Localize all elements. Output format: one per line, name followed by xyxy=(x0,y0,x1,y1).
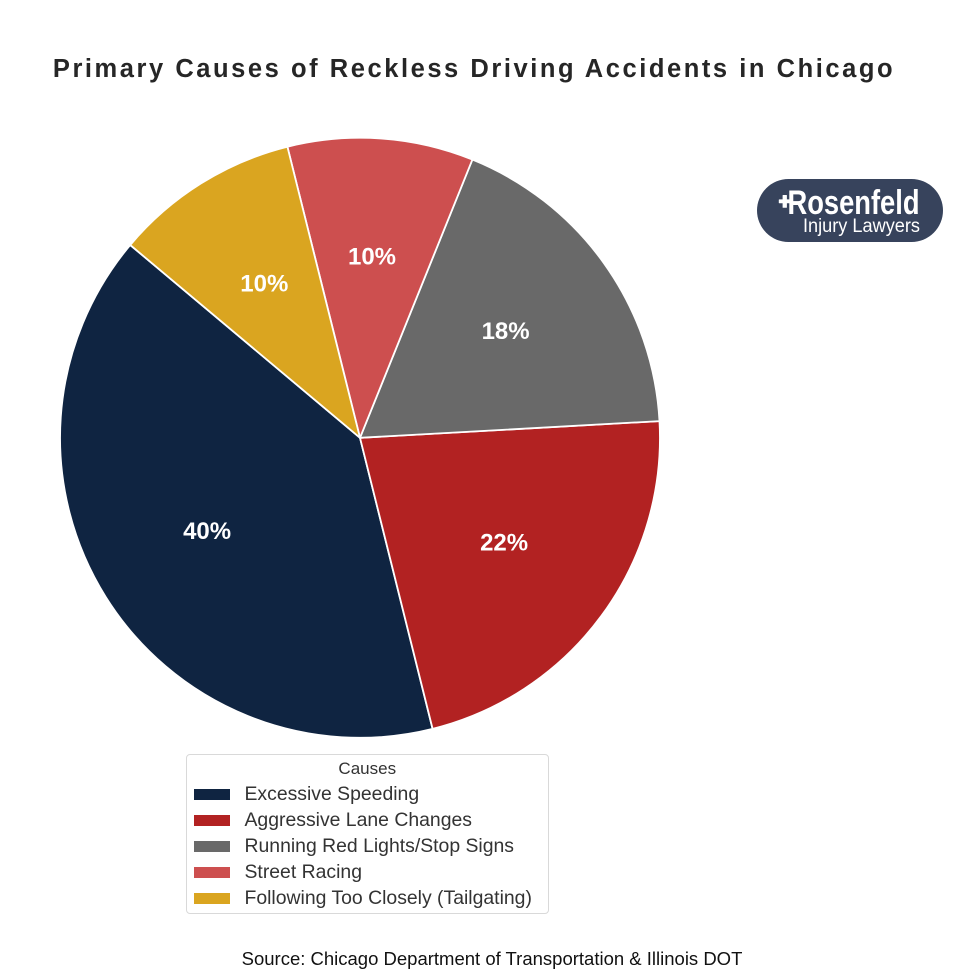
svg-text:10%: 10% xyxy=(240,270,288,297)
svg-text:10%: 10% xyxy=(348,244,396,271)
svg-text:40%: 40% xyxy=(183,518,231,545)
svg-text:Rosenfeld: Rosenfeld xyxy=(788,184,920,222)
svg-text:18%: 18% xyxy=(482,318,530,345)
svg-text:Injury Lawyers: Injury Lawyers xyxy=(803,216,920,237)
svg-text:22%: 22% xyxy=(480,529,528,556)
